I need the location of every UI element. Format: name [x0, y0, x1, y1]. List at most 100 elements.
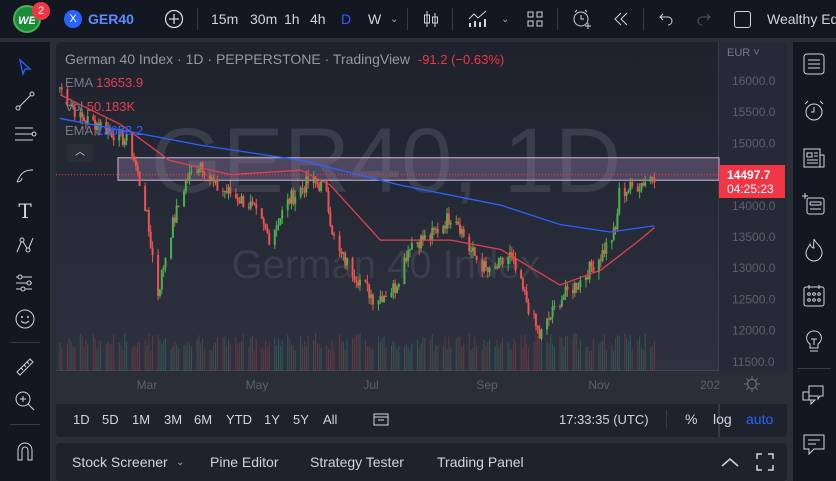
interval-w[interactable]: W — [368, 11, 382, 27]
range-6m[interactable]: 6M — [194, 411, 213, 427]
candle-body — [344, 252, 347, 266]
tab-stock-screener[interactable]: Stock Screener — [72, 454, 168, 470]
compare-symbol-button[interactable] — [164, 0, 184, 38]
watchlist-button[interactable] — [800, 50, 828, 78]
volume-bar — [211, 350, 213, 371]
volume-bar — [533, 341, 535, 371]
symbol-search[interactable]: X GER40 — [64, 0, 134, 38]
candle-body — [638, 189, 641, 192]
volume-bar — [379, 341, 381, 371]
range-1m[interactable]: 1M — [132, 411, 151, 427]
magnet-tool[interactable] — [12, 438, 38, 464]
maximize-panel-button[interactable] — [756, 443, 774, 481]
fib-tool[interactable] — [12, 122, 38, 148]
drawing-toolbar: T — [0, 42, 50, 481]
interval-4h[interactable]: 4h — [310, 11, 326, 27]
range-5y[interactable]: 5Y — [293, 411, 309, 427]
messages-button[interactable] — [800, 430, 828, 458]
go-to-date-button[interactable] — [372, 404, 390, 434]
indicators-chevron-icon[interactable]: ⌄ — [501, 13, 510, 25]
text-tool-icon[interactable]: T — [18, 199, 32, 223]
interval-d[interactable]: D — [341, 11, 352, 27]
candle-body — [410, 243, 413, 250]
rewind-icon — [614, 12, 628, 26]
candle-body — [533, 313, 536, 315]
measure-tool[interactable] — [12, 354, 38, 380]
price-chart[interactable]: GER40, 1D German 40 Index 16000.0 15500.0 15… — [56, 42, 787, 437]
volume-bar — [92, 334, 94, 371]
screener-chevron-icon[interactable]: ⌄ — [176, 456, 185, 468]
volume-bar — [589, 350, 591, 371]
range-5d[interactable]: 5D — [102, 411, 119, 427]
indicators-button[interactable] — [467, 0, 489, 38]
interval-15m[interactable]: 15m — [211, 11, 239, 27]
ema-legend-long[interactable]: EMA 13688.2 — [65, 123, 143, 138]
collapse-panel-button[interactable] — [720, 443, 740, 481]
candle-body — [603, 250, 606, 254]
alert-button[interactable] — [571, 0, 593, 38]
currency-selector[interactable]: EUR ˅ — [727, 47, 760, 59]
volume-bar — [372, 348, 374, 371]
add-note-button[interactable] — [800, 190, 828, 218]
time-tick: Nov — [588, 378, 609, 392]
hotlists-button[interactable] — [800, 236, 828, 264]
alerts-button[interactable] — [800, 97, 828, 125]
undo-button[interactable] — [658, 0, 674, 38]
chart-panel[interactable]: GER40, 1D German 40 Index 16000.0 15500.0 15… — [56, 42, 787, 437]
news-button[interactable] — [800, 144, 828, 172]
chart-type-button[interactable] — [422, 0, 440, 38]
auto-scale-toggle[interactable]: auto — [746, 411, 774, 427]
candle-body — [312, 176, 315, 184]
volume-bar — [316, 343, 318, 371]
interval-1h[interactable]: 1h — [284, 11, 300, 27]
tab-trading-panel[interactable]: Trading Panel — [437, 454, 524, 470]
ema-long-line — [59, 117, 655, 233]
volume-bar — [405, 343, 407, 371]
volume-bar — [189, 344, 191, 371]
calendar-button[interactable] — [800, 282, 828, 310]
collapse-legend-button[interactable]: ︿ — [67, 144, 93, 162]
layout-checkbox[interactable] — [734, 0, 751, 38]
interval-30m[interactable]: 30m — [250, 11, 278, 27]
ema-value: 13688.2 — [96, 123, 144, 138]
candle-body — [434, 228, 437, 230]
volume-bar — [327, 349, 329, 371]
forecast-tool[interactable] — [12, 270, 38, 296]
range-all[interactable]: All — [323, 411, 338, 427]
volume-bar — [578, 350, 580, 371]
candle-body — [566, 286, 569, 291]
chats-button[interactable] — [800, 382, 828, 410]
zoom-tool[interactable] — [12, 388, 38, 414]
chart-settings-button[interactable] — [744, 376, 760, 392]
candle-body — [610, 240, 613, 243]
tab-pine-editor[interactable]: Pine Editor — [210, 454, 279, 470]
utc-clock[interactable]: 17:33:35 (UTC) — [559, 411, 649, 427]
candle-body — [279, 218, 282, 225]
range-1d[interactable]: 1D — [73, 411, 90, 427]
volume-legend[interactable]: Vol 50.183K — [65, 99, 135, 114]
log-scale-toggle[interactable]: log — [713, 411, 732, 427]
volume-bar — [235, 336, 237, 371]
brush-tool[interactable] — [12, 162, 38, 188]
candle-body — [381, 296, 384, 302]
pattern-tool[interactable] — [12, 232, 38, 258]
tab-strategy-tester[interactable]: Strategy Tester — [310, 454, 404, 470]
range-ytd[interactable]: YTD — [226, 411, 252, 427]
range-3m[interactable]: 3M — [164, 411, 183, 427]
ema-legend-short[interactable]: EMA 13653.9 — [65, 75, 143, 90]
interval-dropdown-chevron-icon[interactable]: ⌄ — [390, 13, 399, 25]
range-1y[interactable]: 1Y — [264, 411, 280, 427]
candle-body — [575, 282, 578, 290]
layouts-button[interactable] — [526, 0, 544, 38]
candle-body — [462, 229, 465, 237]
layout-name[interactable]: Wealthy Ed — [767, 11, 836, 27]
icons-tool[interactable] — [12, 306, 38, 332]
candle-body — [488, 267, 491, 273]
redo-button[interactable] — [696, 0, 712, 38]
candle-body — [79, 112, 82, 117]
percent-scale-toggle[interactable]: % — [685, 411, 698, 427]
cursor-tool[interactable] — [12, 54, 38, 80]
replay-button[interactable] — [612, 0, 630, 38]
ideas-button[interactable] — [800, 328, 828, 356]
trend-line-tool[interactable] — [12, 88, 38, 114]
